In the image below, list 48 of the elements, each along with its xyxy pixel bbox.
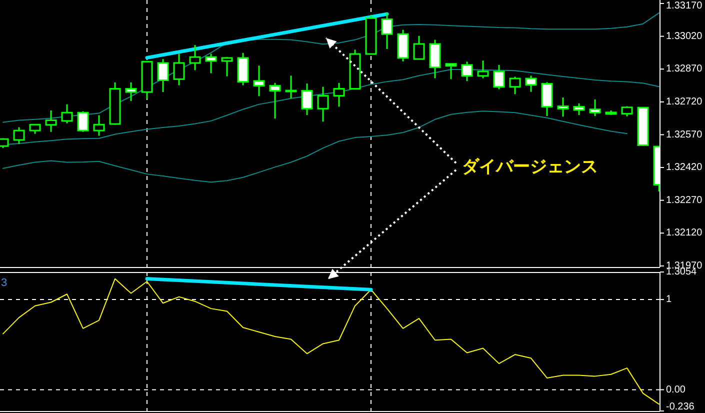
y-tick-label: 1.32570: [666, 129, 703, 140]
candlestick: [13, 126, 25, 145]
y-tick-label: -0.236: [666, 402, 695, 413]
line-series: [2, 12, 660, 123]
candlestick: [557, 96, 569, 118]
candlestick: [173, 53, 185, 86]
candlestick: [29, 123, 41, 135]
candlestick: [45, 110, 57, 133]
candlestick: [333, 82, 345, 108]
candlestick: [205, 53, 217, 74]
candlestick: [429, 39, 441, 80]
y-tick-label: 1.32870: [666, 64, 703, 75]
candlestick: [237, 52, 249, 86]
candlestick: [397, 28, 409, 62]
candlestick: [477, 60, 489, 80]
annotation: 3: [1, 277, 8, 289]
y-tick-label: 1.32420: [666, 162, 703, 174]
candlestick: [61, 104, 73, 124]
candlestick: [301, 82, 313, 116]
y-tick-label: 1.32720: [666, 96, 703, 108]
y-tick-label: 1.32270: [666, 194, 703, 206]
line-series: [2, 110, 628, 183]
candlestick: [125, 82, 137, 102]
annotation: ダイバージェンス: [462, 157, 598, 176]
y-tick-label: 0.00: [666, 384, 686, 396]
y-tick-label: 1.33020: [666, 30, 703, 42]
candlestick: [493, 64, 505, 90]
candlestick: [93, 114, 105, 137]
candlestick: [317, 86, 329, 122]
candlestick: [509, 76, 521, 95]
y-tick-label: 1.32120: [666, 228, 703, 239]
candlestick: [461, 60, 473, 82]
candlestick: [189, 44, 201, 71]
candlestick: [269, 82, 281, 120]
candlestick: [221, 56, 233, 78]
candlestick: [157, 58, 169, 93]
candlestick: [285, 74, 297, 100]
candlestick: [413, 35, 425, 60]
candlestick: [589, 98, 601, 117]
y-tick-label: 1.33170: [666, 0, 703, 12]
candlestick: [77, 110, 89, 133]
candlestick: [573, 102, 585, 116]
candlestick: [525, 74, 537, 93]
candlestick: [381, 12, 393, 50]
candlestick: [253, 64, 265, 97]
candlestick: [541, 81, 553, 117]
candlestick: [445, 63, 457, 80]
y-tick-label: 1: [666, 294, 672, 306]
